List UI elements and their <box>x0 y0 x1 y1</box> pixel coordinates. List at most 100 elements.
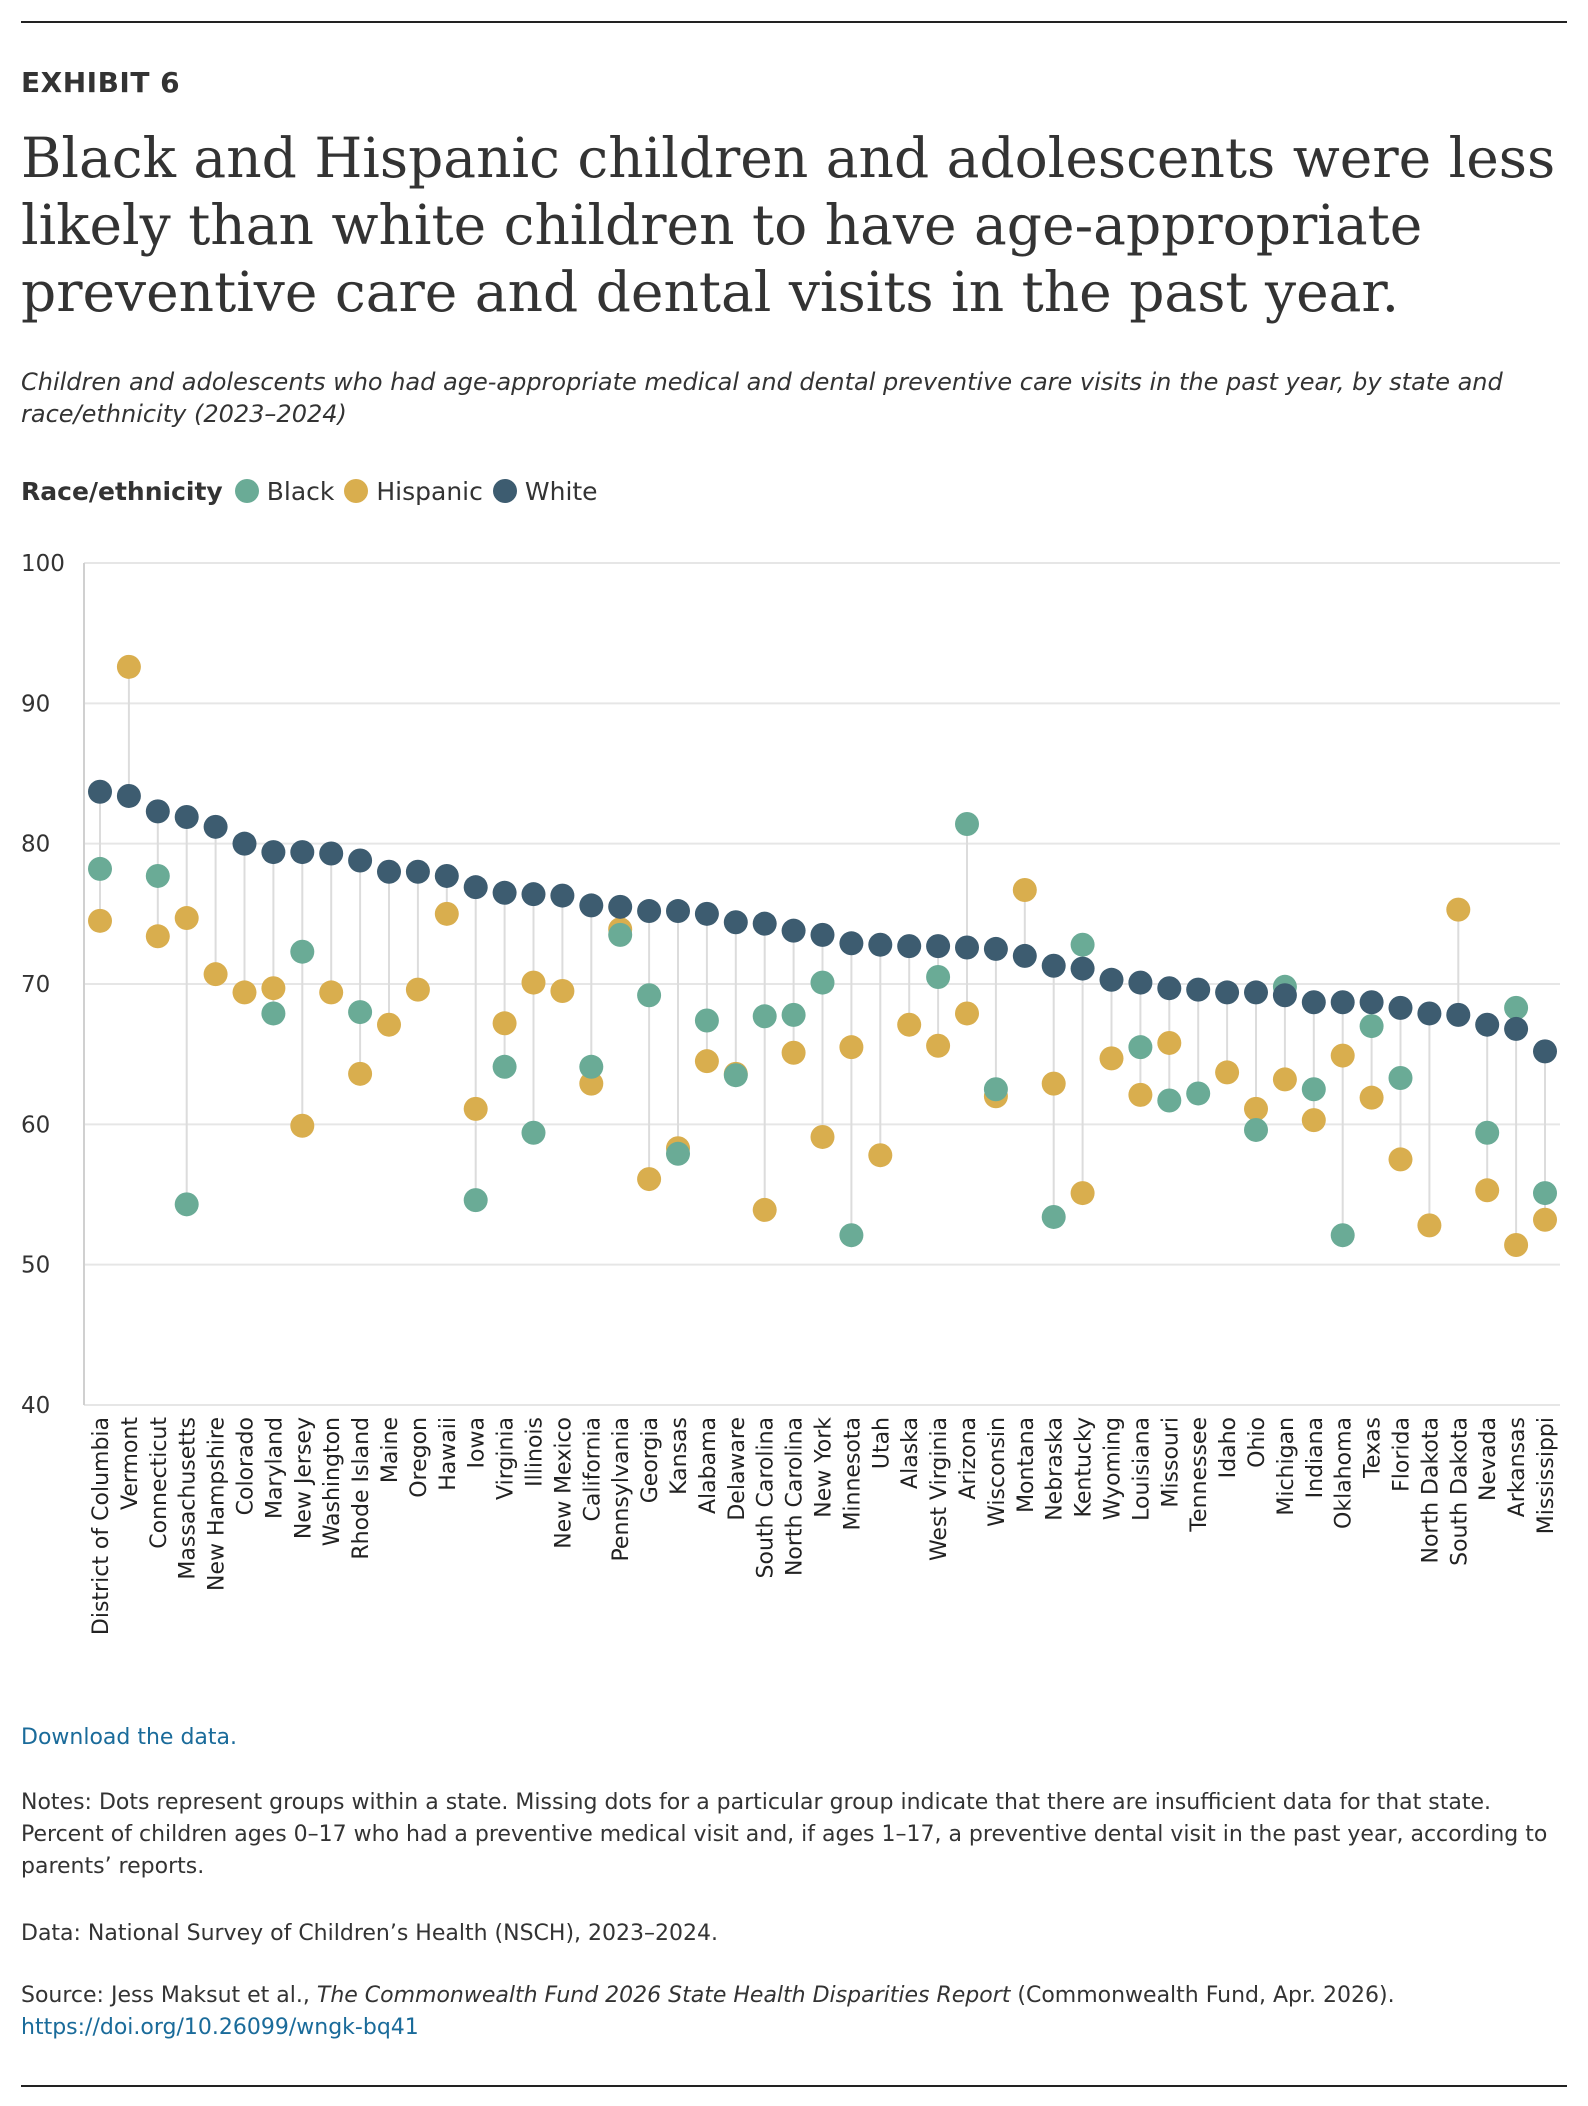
dot-black-14 <box>492 1054 517 1079</box>
dot-white-8 <box>319 841 344 866</box>
y-tick-label-60: 60 <box>21 1112 50 1138</box>
x-tick-label-46: North Dakota <box>1418 1417 1443 1563</box>
dot-black-30 <box>955 812 979 837</box>
legend-swatch-black <box>234 479 259 503</box>
x-tick-label-14: Virginia <box>494 1417 519 1500</box>
source-prefix: Source: Jess Maksut et al., <box>21 1983 317 2008</box>
x-tick-label-36: Louisiana <box>1129 1417 1154 1521</box>
x-tick-label-30: Arizona <box>956 1417 981 1500</box>
dot-hispanic-34 <box>1070 1181 1095 1206</box>
dot-white-47 <box>1446 1002 1471 1027</box>
dot-black-2 <box>145 863 170 888</box>
x-tick-label-40: Ohio <box>1245 1417 1270 1468</box>
dot-white-49 <box>1504 1016 1529 1041</box>
x-tick-label-33: Nebraska <box>1043 1417 1068 1521</box>
x-tick-label-20: Kansas <box>667 1417 692 1495</box>
dot-hispanic-39 <box>1215 1060 1240 1085</box>
x-tick-label-48: Nevada <box>1476 1417 1501 1501</box>
dot-black-7 <box>290 939 315 964</box>
x-tick-label-23: South Carolina <box>754 1417 779 1578</box>
dot-hispanic-26 <box>839 1035 864 1060</box>
dot-hispanic-48 <box>1475 1178 1500 1203</box>
dot-hispanic-2 <box>145 924 170 949</box>
dot-white-11 <box>405 859 430 884</box>
dot-white-48 <box>1475 1012 1500 1037</box>
dot-hispanic-10 <box>377 1012 401 1037</box>
dot-hispanic-30 <box>955 1001 979 1026</box>
dot-hispanic-5 <box>232 980 257 1005</box>
dot-hispanic-24 <box>781 1040 806 1065</box>
source-report-title: The Commonwealth Fund 2026 State Health … <box>316 1983 1011 2008</box>
dot-white-4 <box>203 814 228 839</box>
legend-label-hispanic: Hispanic <box>376 476 483 506</box>
dot-hispanic-32 <box>1012 877 1037 902</box>
source-citation: Source: Jess Maksut et al., The Commonwe… <box>21 1980 1567 2044</box>
dot-hispanic-0 <box>88 908 112 933</box>
y-tick-label-40: 40 <box>21 1393 50 1419</box>
x-tick-label-6: Maryland <box>262 1417 287 1519</box>
dot-black-9 <box>348 1000 373 1025</box>
dot-hispanic-40 <box>1244 1096 1268 1121</box>
x-tick-label-13: Iowa <box>465 1417 490 1468</box>
doi-link[interactable]: https://doi.org/10.26099/wngk-bq41 <box>21 2015 419 2040</box>
dot-black-25 <box>810 970 835 995</box>
dot-white-50 <box>1533 1039 1557 1064</box>
dot-hispanic-36 <box>1128 1082 1153 1107</box>
dot-hispanic-1 <box>116 654 141 679</box>
dot-white-0 <box>88 779 112 804</box>
x-tick-label-42: Indiana <box>1303 1417 1328 1498</box>
dot-white-38 <box>1186 977 1211 1002</box>
dot-hispanic-23 <box>752 1197 777 1222</box>
top-rule <box>21 21 1567 23</box>
dot-black-24 <box>781 1002 806 1027</box>
dot-black-34 <box>1070 932 1095 957</box>
dot-black-6 <box>261 1001 286 1026</box>
dot-hispanic-27 <box>868 1143 893 1168</box>
dot-black-44 <box>1359 1014 1384 1039</box>
dot-white-41 <box>1272 983 1297 1008</box>
dot-white-45 <box>1388 995 1413 1020</box>
bottom-rule <box>21 2085 1567 2087</box>
dot-black-23 <box>752 1004 777 1029</box>
x-tick-label-16: New Mexico <box>551 1417 576 1549</box>
dot-white-25 <box>810 922 835 947</box>
dot-hispanic-19 <box>637 1167 662 1192</box>
x-tick-label-45: Florida <box>1390 1417 1415 1492</box>
x-tick-label-44: Texas <box>1361 1417 1386 1479</box>
dot-black-29 <box>926 964 951 989</box>
dot-black-50 <box>1533 1181 1557 1206</box>
source-suffix: (Commonwealth Fund, Apr. 2026). <box>1010 1983 1395 2008</box>
dot-white-27 <box>868 932 893 957</box>
dot-black-43 <box>1330 1223 1355 1248</box>
x-tick-label-47: South Dakota <box>1447 1417 1472 1566</box>
dot-hispanic-14 <box>492 1011 517 1036</box>
dot-black-49 <box>1504 995 1529 1020</box>
dot-hispanic-46 <box>1417 1213 1442 1238</box>
dot-hispanic-11 <box>405 977 430 1002</box>
dot-white-35 <box>1099 967 1124 992</box>
dot-hispanic-8 <box>319 980 344 1005</box>
x-tick-label-29: West Virginia <box>927 1417 952 1561</box>
dot-hispanic-6 <box>261 976 286 1001</box>
dot-white-46 <box>1417 1001 1442 1026</box>
x-tick-label-37: Missouri <box>1158 1417 1183 1508</box>
dot-black-36 <box>1128 1035 1153 1060</box>
dot-black-33 <box>1041 1204 1066 1229</box>
legend-item-black: Black <box>234 477 334 506</box>
dot-hispanic-37 <box>1157 1030 1182 1055</box>
dot-white-32 <box>1012 943 1037 968</box>
x-tick-label-27: Utah <box>869 1417 894 1469</box>
dot-hispanic-25 <box>810 1124 835 1149</box>
dot-white-16 <box>550 883 575 908</box>
dot-white-19 <box>637 899 662 924</box>
legend-label-white: White <box>524 476 598 506</box>
dot-black-42 <box>1301 1077 1326 1102</box>
download-data-link[interactable]: Download the data. <box>21 1725 237 1750</box>
x-tick-label-28: Alaska <box>898 1417 923 1489</box>
dot-white-43 <box>1330 990 1355 1015</box>
x-tick-label-41: Michigan <box>1274 1417 1299 1516</box>
dot-white-9 <box>348 848 373 873</box>
dot-hispanic-41 <box>1272 1067 1297 1092</box>
dot-white-40 <box>1244 980 1268 1005</box>
x-tick-label-39: Idaho <box>1216 1417 1241 1478</box>
